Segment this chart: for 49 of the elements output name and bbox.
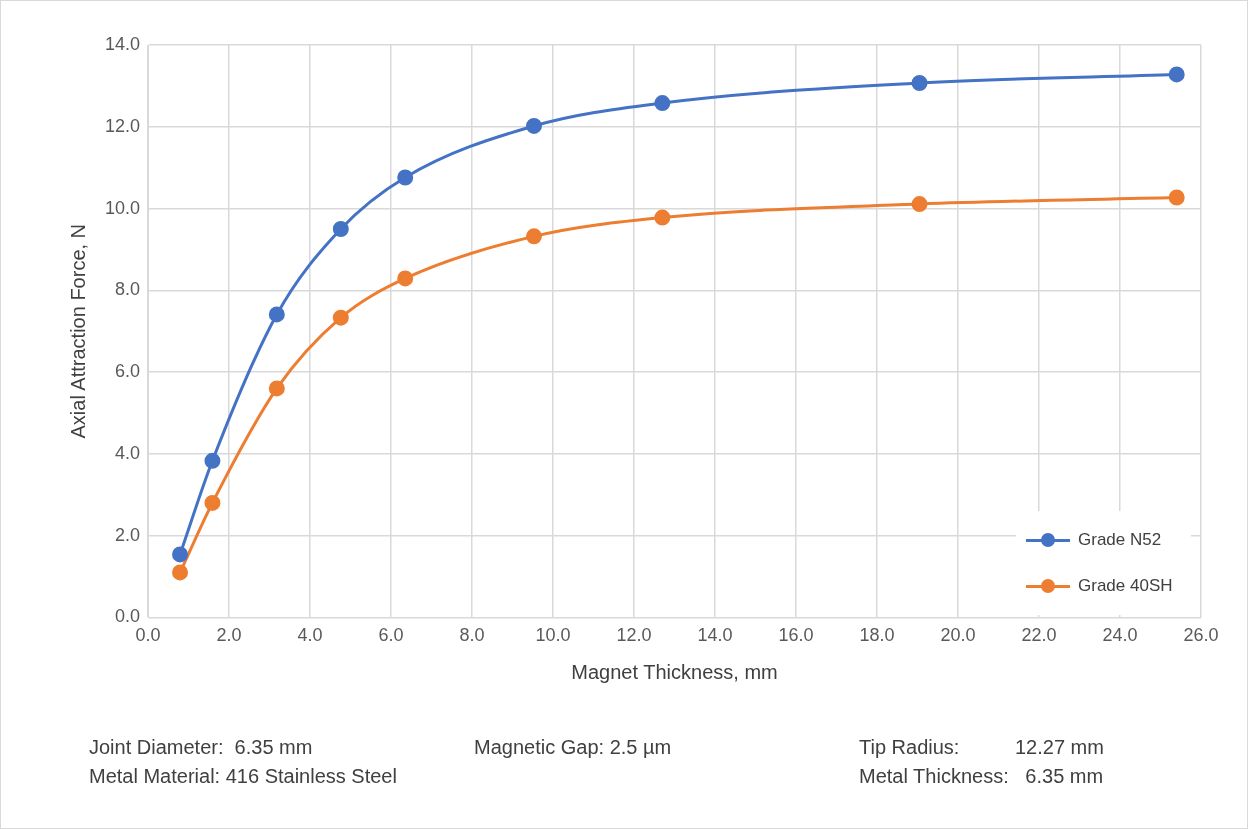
text: Metal Material: 416 Stainless Steel bbox=[89, 765, 398, 788]
point bbox=[268, 306, 285, 323]
point bbox=[172, 546, 189, 563]
point bbox=[911, 75, 928, 92]
x-tick-label: 2.0 bbox=[216, 625, 242, 646]
point bbox=[204, 494, 221, 511]
y-tick-label: 14.0 bbox=[104, 33, 141, 54]
x-tick-label: 8.0 bbox=[459, 625, 485, 646]
x-tick-label: 18.0 bbox=[859, 625, 895, 646]
legend-label: Grade N52 bbox=[1078, 530, 1162, 551]
point bbox=[204, 452, 221, 469]
x-tick-label: 22.0 bbox=[1021, 625, 1057, 646]
point bbox=[1168, 66, 1185, 83]
x-tick-label: 20.0 bbox=[940, 625, 976, 646]
point bbox=[1168, 189, 1185, 206]
point bbox=[654, 95, 671, 112]
y-tick-label: 2.0 bbox=[115, 524, 141, 545]
y-tick-label: 8.0 bbox=[115, 279, 141, 300]
point bbox=[525, 228, 542, 245]
x-tick-label: 6.0 bbox=[378, 625, 404, 646]
x-tick-label: 16.0 bbox=[778, 625, 814, 646]
text: Metal Thickness: 6.35 mm bbox=[859, 765, 1105, 788]
point bbox=[911, 196, 928, 213]
y-tick-label: 6.0 bbox=[115, 361, 141, 382]
x-tick-label: 0.0 bbox=[135, 625, 161, 646]
x-axis-title: Magnet Thickness, mm bbox=[571, 660, 778, 683]
point bbox=[332, 309, 349, 326]
x-tick-label: 24.0 bbox=[1102, 625, 1138, 646]
y-tick-label: 0.0 bbox=[115, 606, 141, 627]
y-tick-label: 4.0 bbox=[115, 442, 141, 463]
text: Joint Diameter: 6.35 mm bbox=[89, 736, 314, 759]
text: Tip Radius: 12.27 mm bbox=[859, 736, 1105, 759]
point bbox=[397, 169, 414, 186]
x-tick-label: 26.0 bbox=[1183, 625, 1219, 646]
point bbox=[397, 270, 414, 287]
point bbox=[268, 380, 285, 397]
point bbox=[525, 117, 542, 134]
y-axis-title: Axial Attraction Force, N bbox=[66, 223, 89, 439]
x-tick-label: 14.0 bbox=[697, 625, 733, 646]
y-tick-label: 10.0 bbox=[104, 197, 141, 218]
x-tick-label: 12.0 bbox=[616, 625, 652, 646]
y-tick-label: 12.0 bbox=[104, 115, 141, 136]
text: Magnetic Gap: 2.5 µm bbox=[474, 736, 673, 759]
x-tick-label: 10.0 bbox=[535, 625, 571, 646]
point bbox=[332, 220, 349, 237]
point bbox=[172, 564, 189, 581]
x-tick-label: 4.0 bbox=[297, 625, 323, 646]
point bbox=[654, 209, 671, 226]
legend-label: Grade 40SH bbox=[1078, 576, 1173, 597]
